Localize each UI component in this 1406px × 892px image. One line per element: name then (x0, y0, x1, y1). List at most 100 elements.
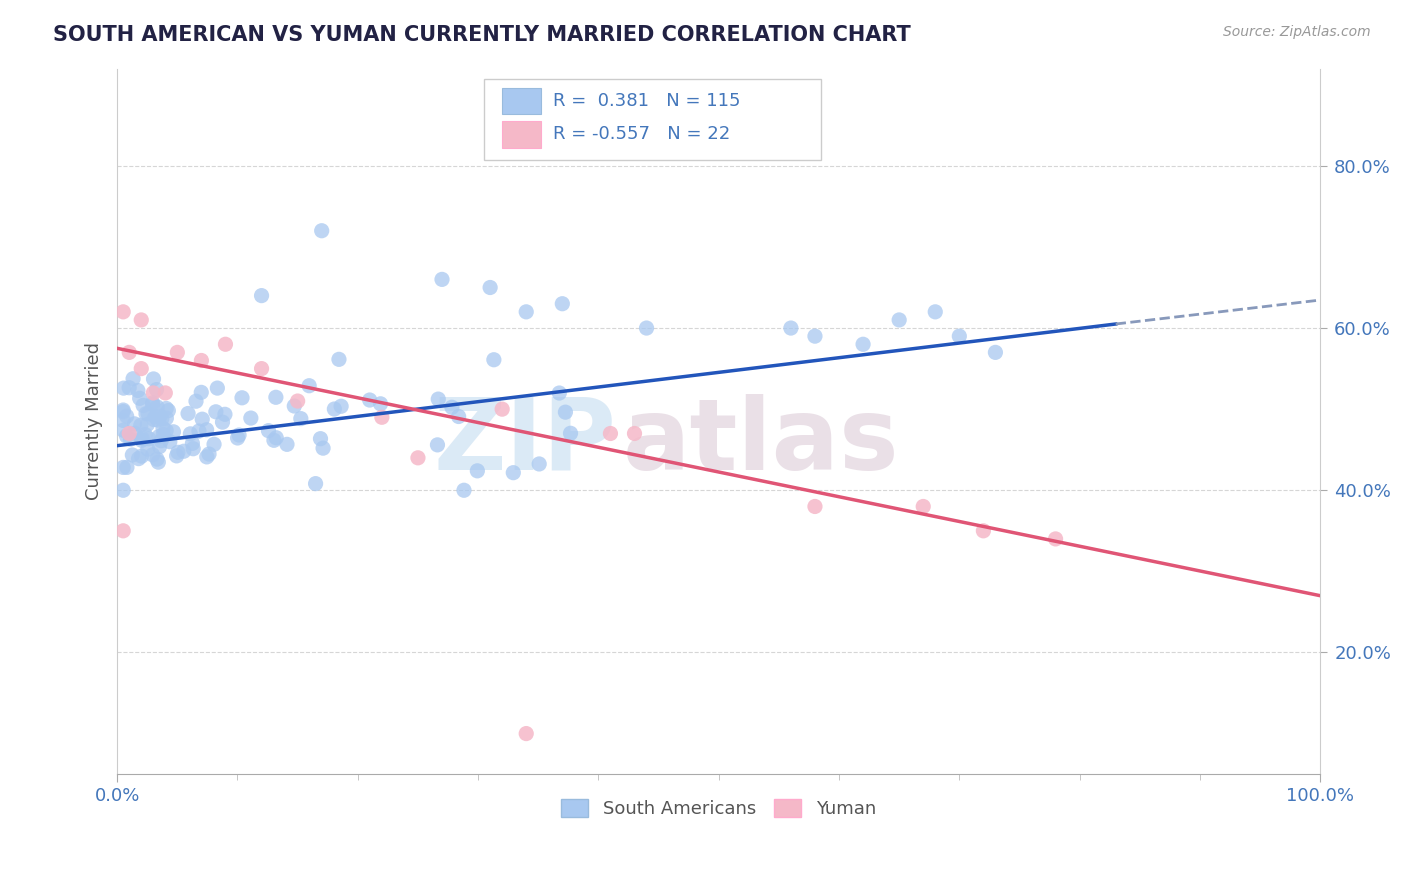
Point (112, 423, 135, 437)
Point (112, 483, 135, 498)
Point (148, 440, 170, 454)
Point (118, 345, 141, 359)
Point (128, 392, 150, 406)
Text: R = -0.557   N = 22: R = -0.557 N = 22 (553, 125, 730, 143)
Point (138, 432, 160, 446)
Point (136, 407, 159, 421)
Point (131, 449, 153, 463)
Point (112, 524, 135, 538)
Point (173, 444, 195, 458)
Point (143, 412, 166, 426)
Point (166, 345, 188, 359)
Point (984, 345, 1007, 359)
Point (142, 396, 165, 410)
Point (188, 424, 211, 438)
Point (112, 403, 135, 417)
Point (330, 399, 353, 413)
Point (551, 296, 574, 310)
Point (134, 427, 156, 442)
Point (128, 451, 150, 466)
Point (283, 399, 305, 413)
Point (118, 426, 141, 441)
Point (205, 405, 228, 419)
Point (226, 431, 249, 445)
Point (239, 411, 262, 425)
Point (228, 428, 250, 442)
Point (211, 415, 233, 429)
Point (804, 329, 827, 343)
Point (453, 483, 475, 498)
Point (152, 427, 174, 442)
Point (121, 448, 143, 462)
Point (311, 224, 333, 238)
Point (142, 372, 165, 386)
Point (276, 437, 298, 451)
Point (132, 399, 155, 413)
Point (287, 394, 309, 409)
Point (148, 455, 170, 469)
Point (159, 434, 181, 449)
Point (328, 352, 350, 367)
FancyBboxPatch shape (502, 88, 541, 114)
Point (515, 305, 537, 319)
Legend: South Americans, Yuman: South Americans, Yuman (554, 791, 883, 825)
Point (115, 429, 138, 443)
Point (141, 397, 163, 411)
Point (136, 442, 159, 457)
Point (447, 409, 470, 424)
Point (148, 430, 170, 444)
Point (131, 434, 153, 448)
Point (112, 305, 135, 319)
Point (250, 288, 273, 302)
Point (250, 361, 273, 376)
Point (427, 392, 450, 406)
Point (430, 272, 453, 286)
Point (122, 372, 145, 386)
Point (482, 352, 505, 367)
Point (972, 524, 994, 538)
Point (515, 726, 537, 740)
Point (257, 424, 280, 438)
Point (112, 404, 135, 418)
Point (127, 384, 149, 398)
FancyBboxPatch shape (502, 121, 541, 147)
Point (181, 436, 204, 450)
Point (924, 305, 946, 319)
Point (623, 426, 645, 441)
Point (145, 383, 167, 397)
Point (312, 441, 335, 455)
Point (155, 411, 177, 425)
Point (145, 409, 167, 424)
Point (304, 476, 326, 491)
Point (264, 431, 287, 445)
Point (479, 280, 502, 294)
Point (467, 464, 489, 478)
Point (502, 466, 524, 480)
Point (636, 321, 658, 335)
Point (129, 418, 152, 433)
Point (131, 431, 153, 445)
Point (150, 411, 173, 425)
FancyBboxPatch shape (484, 79, 821, 161)
Point (426, 438, 449, 452)
Point (112, 413, 135, 427)
Point (527, 457, 550, 471)
Point (142, 448, 165, 462)
Point (184, 394, 207, 409)
Point (135, 407, 157, 421)
Point (190, 353, 212, 368)
Point (780, 321, 803, 335)
Point (112, 460, 135, 475)
Point (214, 337, 236, 351)
Point (195, 450, 218, 464)
Point (149, 409, 172, 423)
Point (162, 425, 184, 439)
Point (298, 378, 321, 392)
Point (323, 402, 346, 417)
Point (150, 434, 173, 448)
Point (231, 391, 253, 405)
Point (214, 407, 236, 421)
Point (263, 434, 285, 448)
Point (129, 313, 152, 327)
Point (198, 447, 221, 461)
